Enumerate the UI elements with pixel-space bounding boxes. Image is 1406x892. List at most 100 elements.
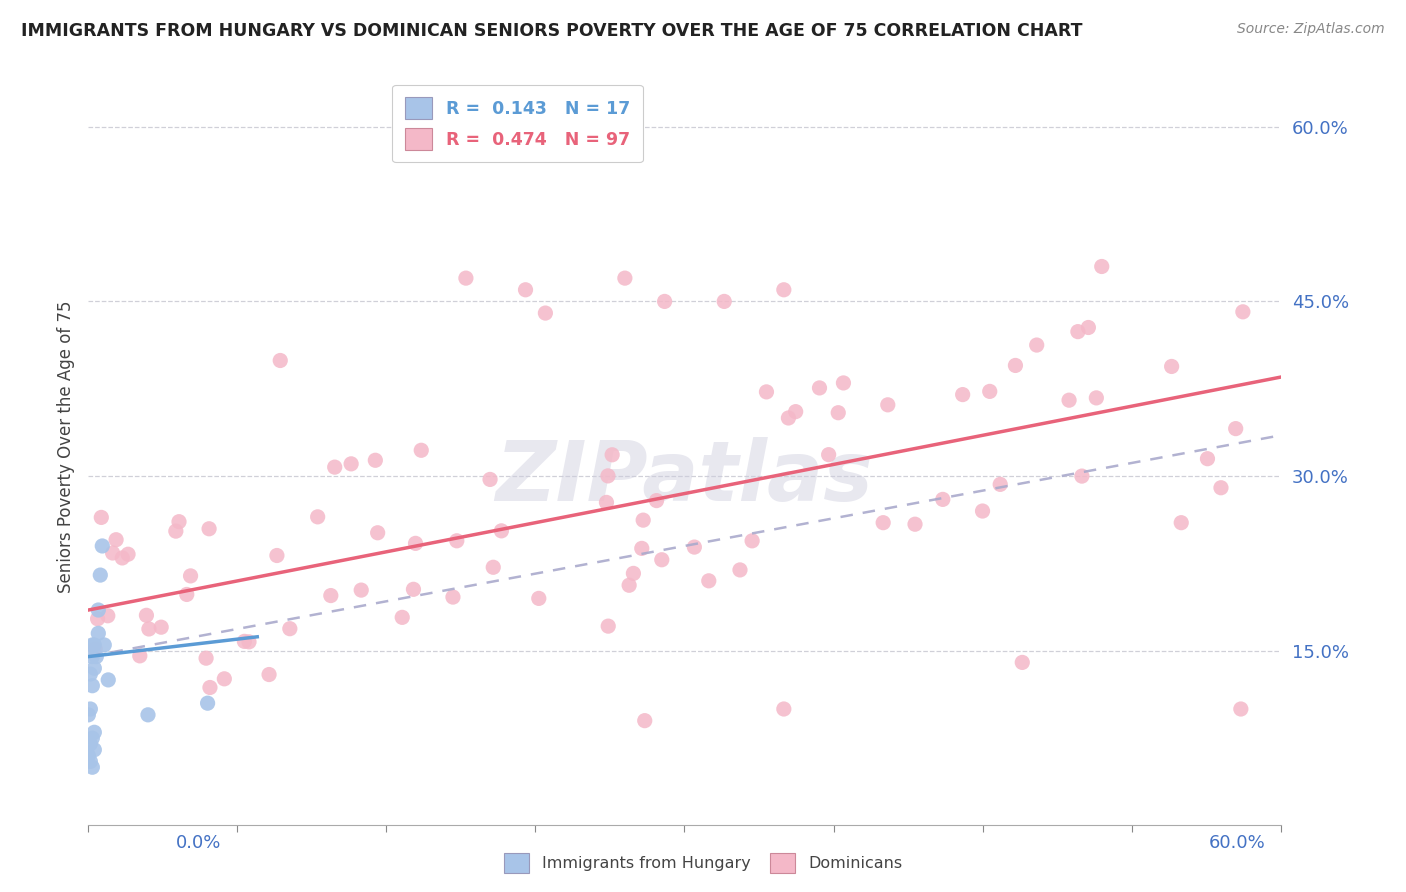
Point [136, 707, 159, 722]
Point [111, 550, 134, 565]
Point [630, 541, 652, 556]
Point [165, 524, 187, 538]
Text: IMMIGRANTS FROM HUNGARY VS DOMINICAN SENIORS POVERTY OVER THE AGE OF 75 CORRELAT: IMMIGRANTS FROM HUNGARY VS DOMINICAN SEN… [21, 22, 1083, 40]
Point [340, 457, 363, 471]
Point [1197, 451, 1219, 466]
Point [319, 589, 342, 603]
Point [87, 626, 110, 640]
Point [621, 566, 644, 581]
Point [167, 515, 190, 529]
Point [1209, 481, 1232, 495]
Point [83, 743, 105, 757]
Point [482, 560, 505, 574]
Point [598, 619, 620, 633]
Point [515, 283, 537, 297]
Point [596, 469, 619, 483]
Point [645, 493, 668, 508]
Point [1067, 325, 1090, 339]
Point [198, 681, 221, 695]
Point [150, 620, 173, 634]
Point [269, 353, 291, 368]
Point [86, 649, 108, 664]
Point [654, 294, 676, 309]
Point [79, 667, 101, 681]
Point [817, 448, 839, 462]
Point [454, 271, 477, 285]
Text: ZIPatlas: ZIPatlas [495, 437, 873, 517]
Point [79, 702, 101, 716]
Point [82, 760, 104, 774]
Point [713, 294, 735, 309]
Point [1091, 260, 1114, 274]
Text: 0.0%: 0.0% [176, 834, 221, 852]
Point [446, 533, 468, 548]
Point [441, 590, 464, 604]
Point [87, 603, 110, 617]
Point [1025, 338, 1047, 352]
Point [772, 283, 794, 297]
Point [876, 398, 898, 412]
Point [634, 714, 657, 728]
Point [872, 516, 894, 530]
Point [595, 495, 617, 509]
Point [238, 635, 260, 649]
Point [101, 546, 124, 560]
Point [1170, 516, 1192, 530]
Point [86, 612, 108, 626]
Point [266, 549, 288, 563]
Point [755, 384, 778, 399]
Point [697, 574, 720, 588]
Point [89, 568, 111, 582]
Point [1232, 305, 1254, 319]
Point [195, 651, 218, 665]
Point [117, 547, 139, 561]
Point [1070, 469, 1092, 483]
Point [367, 525, 389, 540]
Point [988, 477, 1011, 491]
Point [728, 563, 751, 577]
Point [77, 748, 100, 763]
Point [952, 387, 974, 401]
Point [97, 673, 120, 687]
Y-axis label: Seniors Poverty Over the Age of 75: Seniors Poverty Over the Age of 75 [58, 301, 75, 593]
Point [97, 608, 120, 623]
Point [904, 517, 927, 532]
Point [83, 638, 105, 652]
Point [176, 587, 198, 601]
Point [135, 608, 157, 623]
Point [1160, 359, 1182, 374]
Point [972, 504, 994, 518]
Legend: Immigrants from Hungary, Dominicans: Immigrants from Hungary, Dominicans [498, 847, 908, 880]
Point [1230, 702, 1253, 716]
Point [617, 578, 640, 592]
Point [138, 622, 160, 636]
Point [1085, 391, 1108, 405]
Point [257, 667, 280, 681]
Point [91, 539, 114, 553]
Point [79, 737, 101, 751]
Point [278, 622, 301, 636]
Point [832, 376, 855, 390]
Point [411, 443, 433, 458]
Point [82, 731, 104, 745]
Point [128, 648, 150, 663]
Point [772, 702, 794, 716]
Point [600, 448, 623, 462]
Point [364, 453, 387, 467]
Text: Source: ZipAtlas.com: Source: ZipAtlas.com [1237, 22, 1385, 37]
Point [1011, 656, 1033, 670]
Point [198, 522, 221, 536]
Point [1057, 393, 1080, 408]
Point [79, 755, 101, 769]
Point [402, 582, 425, 597]
Point [613, 271, 636, 285]
Point [214, 672, 236, 686]
Point [827, 406, 849, 420]
Point [778, 411, 800, 425]
Point [391, 610, 413, 624]
Point [180, 569, 202, 583]
Point [785, 404, 807, 418]
Point [741, 533, 763, 548]
Point [534, 306, 557, 320]
Point [491, 524, 513, 538]
